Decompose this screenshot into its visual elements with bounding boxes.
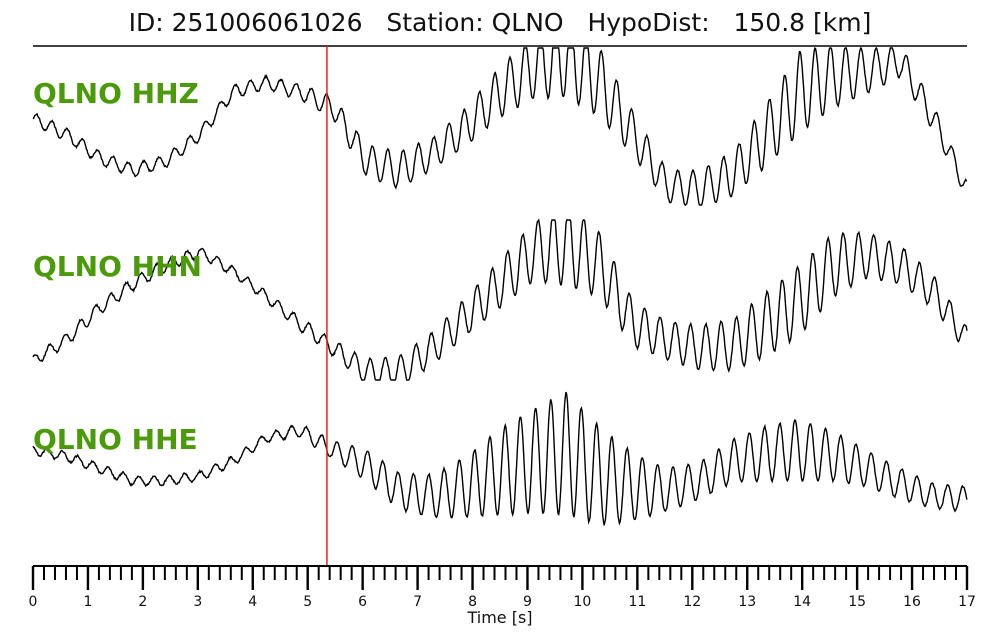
event-id: 251006061026 bbox=[171, 8, 363, 37]
tick-label: 15 bbox=[848, 594, 866, 610]
tick-label: 17 bbox=[958, 594, 976, 610]
hypodist-unit: [km] bbox=[813, 8, 872, 37]
channel-label-hhn: QLNO HHN bbox=[33, 250, 202, 283]
tick-label: 11 bbox=[628, 594, 646, 610]
station-label: Station: bbox=[386, 8, 484, 37]
tick-label: 12 bbox=[683, 594, 701, 610]
tick-label: 14 bbox=[793, 594, 811, 610]
tick-label: 2 bbox=[138, 594, 147, 610]
tick-label: 3 bbox=[193, 594, 202, 610]
channel-label-group: QLNO HHZ QLNO HHN QLNO HHE bbox=[33, 77, 202, 456]
station-code: QLNO bbox=[491, 8, 564, 37]
channel-label-hhz: QLNO HHZ bbox=[33, 77, 199, 110]
plot-title: ID: 251006061026 Station: QLNO HypoDist:… bbox=[0, 8, 1000, 37]
waveform-trace-hhe bbox=[32, 391, 968, 526]
tick-label: 1 bbox=[83, 594, 92, 610]
waveform-trace-hhn bbox=[32, 218, 968, 381]
tick-label: 6 bbox=[358, 594, 367, 610]
hypodist-value: 150.8 bbox=[733, 8, 806, 37]
tick-label: 16 bbox=[903, 594, 921, 610]
hypodist-label: HypoDist: bbox=[587, 8, 710, 37]
tick-label: 13 bbox=[738, 594, 756, 610]
trace-group bbox=[32, 46, 968, 526]
tick-label: 5 bbox=[303, 594, 312, 610]
time-axis: 0 1 2 3 4 5 6 7 8 9 10 11 12 13 14 15 16 17 bbox=[29, 565, 976, 610]
tick-label: 7 bbox=[413, 594, 422, 610]
x-axis-label: Time [s] bbox=[466, 608, 532, 627]
tick-label: 10 bbox=[573, 594, 591, 610]
channel-label-hhe: QLNO HHE bbox=[33, 423, 198, 456]
tick-label: 9 bbox=[523, 594, 532, 610]
tick-label: 4 bbox=[248, 594, 257, 610]
waveform-trace-hhz bbox=[32, 46, 968, 206]
tick-label: 0 bbox=[29, 594, 38, 610]
tick-label: 8 bbox=[468, 594, 477, 610]
id-label: ID: bbox=[128, 8, 164, 37]
